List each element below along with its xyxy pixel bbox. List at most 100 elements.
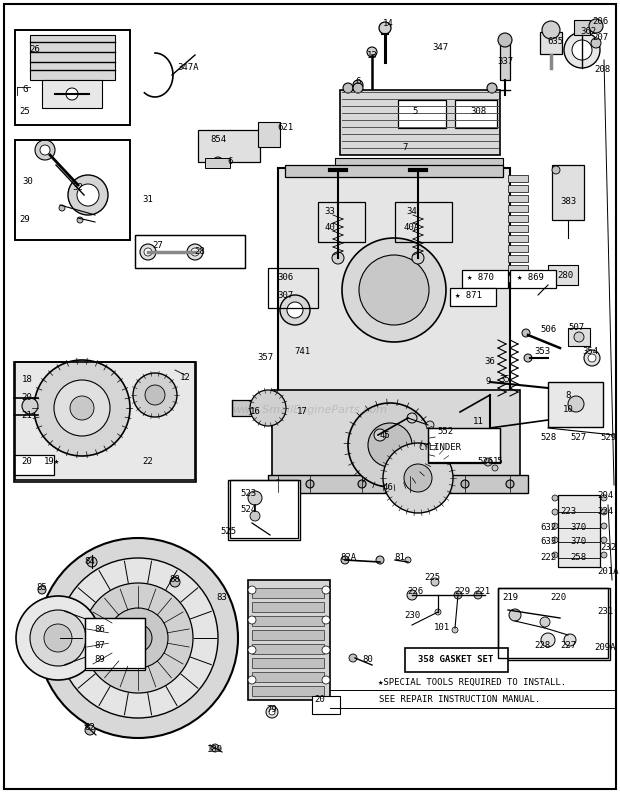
Circle shape	[572, 40, 592, 60]
Bar	[508, 275, 528, 282]
Circle shape	[564, 32, 600, 68]
Circle shape	[70, 396, 94, 420]
Text: 22: 22	[143, 458, 153, 466]
Circle shape	[540, 617, 550, 627]
Bar	[85, 618, 145, 670]
Circle shape	[601, 495, 607, 501]
Circle shape	[406, 480, 414, 488]
Text: 354: 354	[582, 347, 598, 357]
Text: 362: 362	[580, 28, 596, 36]
Bar	[252, 644, 324, 654]
Circle shape	[405, 557, 411, 563]
Circle shape	[506, 480, 514, 488]
Text: 29: 29	[20, 216, 30, 224]
Bar	[15, 140, 130, 240]
Text: 308: 308	[470, 108, 486, 117]
Circle shape	[83, 583, 193, 693]
Circle shape	[145, 385, 165, 405]
Text: 208: 208	[594, 66, 610, 75]
Text: 209A: 209A	[594, 643, 616, 653]
Text: ★SPECIAL TOOLS REQUIRED TO INSTALL.: ★SPECIAL TOOLS REQUIRED TO INSTALL.	[378, 677, 566, 687]
Circle shape	[412, 252, 424, 264]
Text: 358 GASKET SET: 358 GASKET SET	[418, 656, 494, 665]
Circle shape	[35, 140, 55, 160]
Text: 7: 7	[402, 144, 408, 152]
Bar	[540, 32, 562, 54]
Text: 25: 25	[20, 108, 30, 117]
Circle shape	[359, 255, 429, 325]
Circle shape	[349, 654, 357, 662]
Circle shape	[353, 80, 363, 90]
Text: 88: 88	[170, 576, 180, 584]
Circle shape	[332, 252, 344, 264]
Bar	[205, 158, 230, 168]
Text: 370: 370	[570, 538, 586, 546]
Bar	[252, 630, 324, 640]
Bar	[568, 328, 590, 346]
Bar	[135, 235, 245, 268]
Text: 30: 30	[22, 178, 33, 186]
Bar	[15, 30, 130, 125]
Bar	[15, 30, 130, 125]
Circle shape	[306, 480, 314, 488]
Bar	[558, 495, 600, 567]
Circle shape	[552, 523, 558, 529]
Circle shape	[68, 175, 108, 215]
Text: 9: 9	[485, 377, 490, 386]
Bar	[548, 265, 578, 285]
Text: 16: 16	[250, 408, 260, 416]
Circle shape	[54, 380, 110, 436]
Circle shape	[379, 22, 391, 34]
Text: ★ 871: ★ 871	[454, 290, 482, 300]
Bar	[552, 165, 584, 220]
Circle shape	[34, 360, 130, 456]
Circle shape	[552, 537, 558, 543]
Circle shape	[170, 577, 180, 587]
Text: 79: 79	[267, 706, 277, 714]
Text: 222: 222	[540, 554, 556, 562]
Bar	[508, 215, 528, 222]
Text: 228: 228	[534, 641, 550, 649]
Bar	[510, 270, 556, 288]
Text: 226: 226	[407, 588, 423, 596]
Circle shape	[353, 83, 363, 93]
Bar	[248, 580, 330, 700]
Circle shape	[124, 624, 152, 652]
Bar	[428, 428, 500, 462]
Circle shape	[564, 634, 576, 646]
Bar	[335, 158, 503, 170]
Circle shape	[58, 558, 218, 718]
Bar	[508, 255, 528, 262]
Circle shape	[426, 421, 434, 429]
Text: 231: 231	[597, 607, 613, 616]
Text: 80: 80	[363, 656, 373, 665]
Bar	[232, 400, 282, 416]
Bar	[574, 20, 590, 35]
Text: 507: 507	[568, 324, 584, 332]
Text: 15: 15	[493, 458, 503, 466]
Text: 529: 529	[600, 434, 616, 442]
Bar	[450, 288, 496, 306]
Circle shape	[85, 725, 95, 735]
Bar	[85, 618, 145, 668]
Text: 224: 224	[597, 508, 613, 516]
Text: 6: 6	[355, 78, 361, 86]
Bar	[508, 235, 528, 242]
Bar	[508, 205, 528, 212]
Text: 189: 189	[207, 745, 223, 754]
Text: 89: 89	[95, 656, 105, 665]
Text: 525: 525	[220, 527, 236, 537]
Circle shape	[248, 586, 256, 594]
Text: 207: 207	[592, 33, 608, 43]
Circle shape	[601, 552, 607, 558]
Bar	[548, 382, 603, 427]
Circle shape	[374, 429, 386, 441]
Text: 854: 854	[210, 136, 226, 144]
Text: 223: 223	[560, 508, 576, 516]
Text: 85: 85	[37, 584, 47, 592]
Bar	[252, 602, 324, 612]
Bar	[398, 100, 446, 128]
Circle shape	[250, 390, 286, 426]
Text: 86: 86	[95, 626, 105, 634]
Circle shape	[358, 480, 366, 488]
